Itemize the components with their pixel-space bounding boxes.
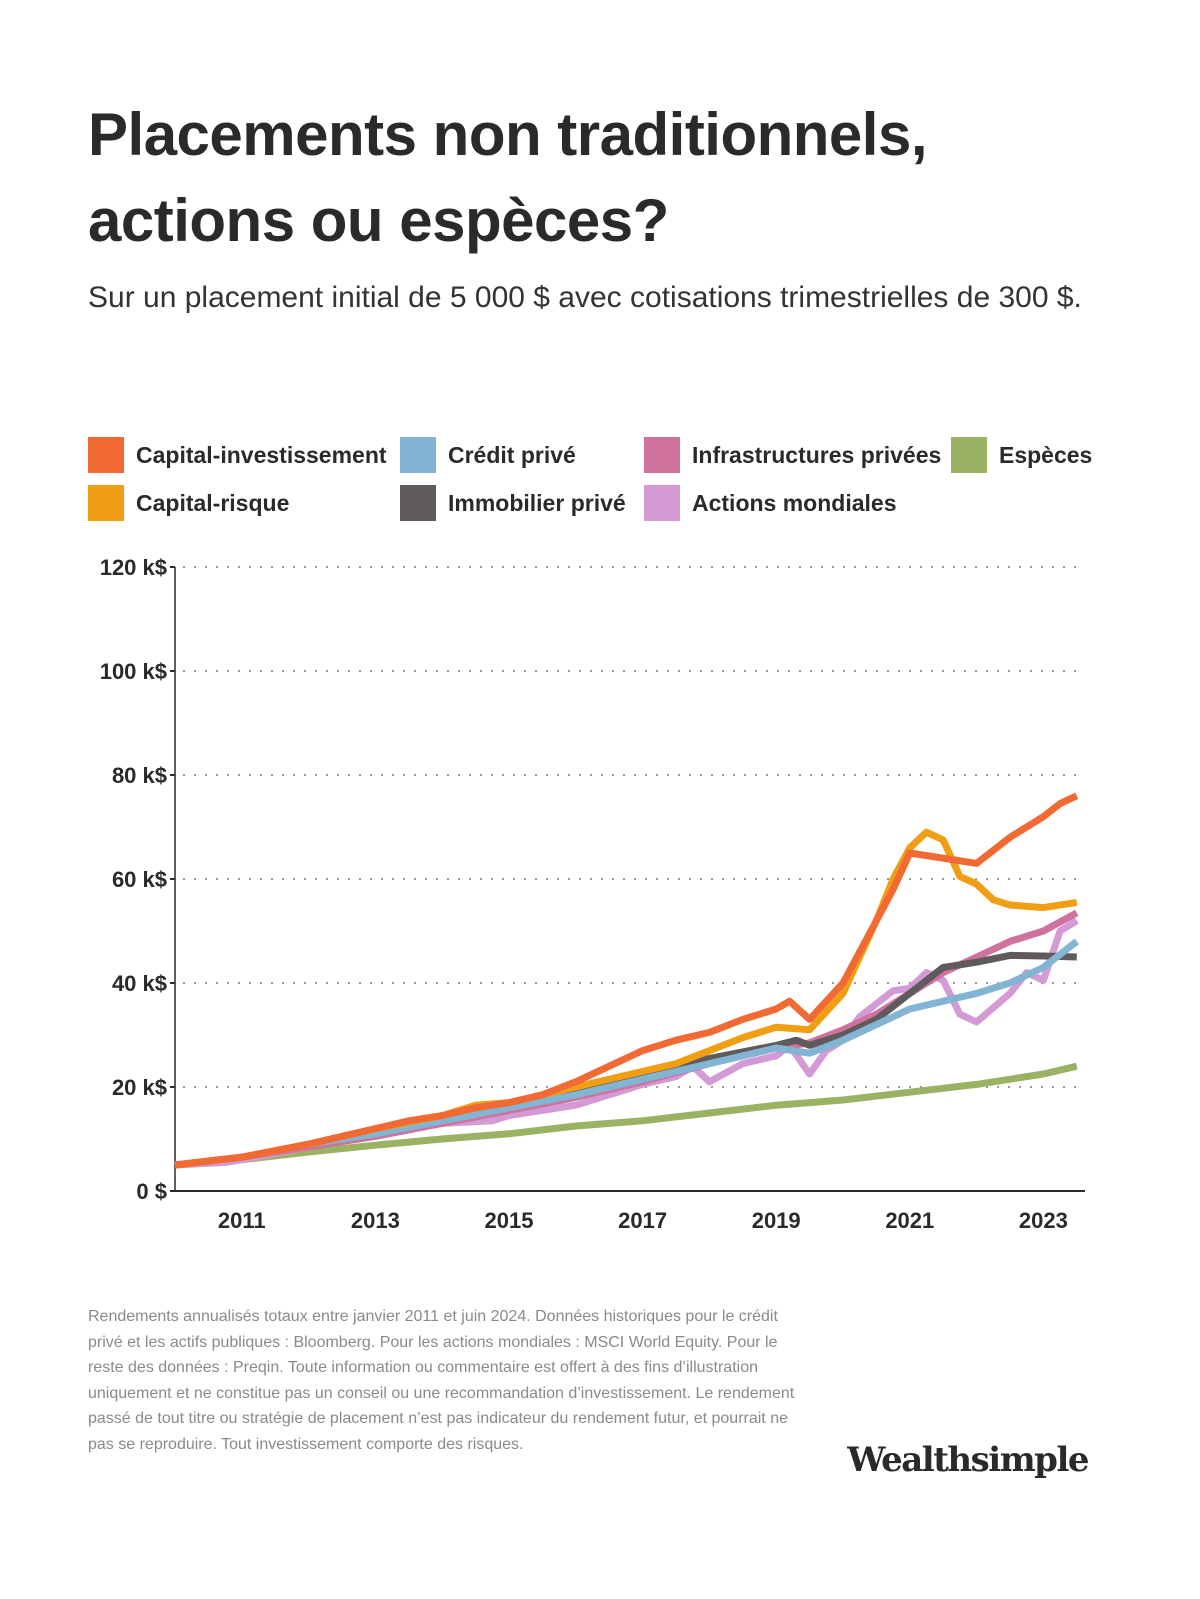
series-line-cr-dit-priv- bbox=[174, 938, 1079, 1169]
x-tick-label: 2013 bbox=[351, 1208, 400, 1233]
x-tick-label: 2023 bbox=[1019, 1208, 1068, 1233]
legend-item-credit-prive: Crédit privé bbox=[400, 437, 576, 473]
legend-label: Capital-investissement bbox=[136, 441, 387, 468]
legend-swatch bbox=[644, 485, 680, 521]
legend-item-capital-risque: Capital-risque bbox=[88, 485, 289, 521]
x-tick-label: 2015 bbox=[485, 1208, 534, 1233]
legend-label: Capital-risque bbox=[136, 489, 290, 516]
page-title: Placements non traditionnels, actions ou… bbox=[88, 101, 928, 254]
legend-label: Immobilier privé bbox=[448, 489, 626, 516]
legend-item-infrastructures-privees: Infrastructures privées bbox=[644, 437, 941, 473]
legend-swatch bbox=[951, 437, 987, 473]
legend-item-immobilier-prive: Immobilier privé bbox=[400, 485, 626, 521]
legend-swatch bbox=[644, 437, 680, 473]
legend-swatch bbox=[400, 485, 436, 521]
legend-label: Crédit privé bbox=[448, 441, 576, 468]
x-tick-label: 2021 bbox=[885, 1208, 934, 1233]
y-tick-label: 20 k$ bbox=[112, 1075, 167, 1100]
legend-swatch bbox=[400, 437, 436, 473]
x-tick-label: 2017 bbox=[618, 1208, 667, 1233]
footnote: Rendements annualisés totaux entre janvi… bbox=[88, 1308, 795, 1453]
legend-item-especes: Espèces bbox=[951, 437, 1092, 473]
legend-item-actions-mondiales: Actions mondiales bbox=[644, 485, 896, 521]
y-tick-label: 40 k$ bbox=[112, 971, 167, 996]
series-line-esp-ces bbox=[174, 1062, 1078, 1169]
legend-label: Actions mondiales bbox=[692, 489, 897, 516]
x-tick-label: 2019 bbox=[752, 1208, 801, 1233]
y-tick-label: 60 k$ bbox=[112, 867, 167, 892]
legend-swatch bbox=[88, 437, 124, 473]
legend-item-capital-investissement: Capital-investissement bbox=[88, 437, 387, 473]
y-tick-label: 100 k$ bbox=[100, 659, 167, 684]
legend-label: Espèces bbox=[999, 441, 1093, 468]
series-line-actions-mondiales bbox=[174, 917, 1079, 1169]
x-tick-label: 2011 bbox=[218, 1208, 266, 1233]
legend-label: Infrastructures privées bbox=[692, 441, 942, 468]
series-line-capital-investissement bbox=[174, 792, 1079, 1169]
line-chart: 0 $ 20 k$ 40 k$ 60 k$ 80 k$ 100 k$ 120 k$ 2011 2… bbox=[100, 555, 1085, 1233]
legend-swatch bbox=[88, 485, 124, 521]
series-line-infrastructures-priv-es bbox=[174, 909, 1079, 1169]
wealthsimple-logo: Wealthsimple bbox=[847, 1440, 1089, 1480]
y-tick-label: 120 k$ bbox=[100, 555, 167, 580]
y-tick-label: 0 $ bbox=[136, 1179, 167, 1204]
y-tick-label: 80 k$ bbox=[112, 763, 167, 788]
subtitle: Sur un placement initial de 5 000 $ avec… bbox=[88, 281, 1082, 314]
